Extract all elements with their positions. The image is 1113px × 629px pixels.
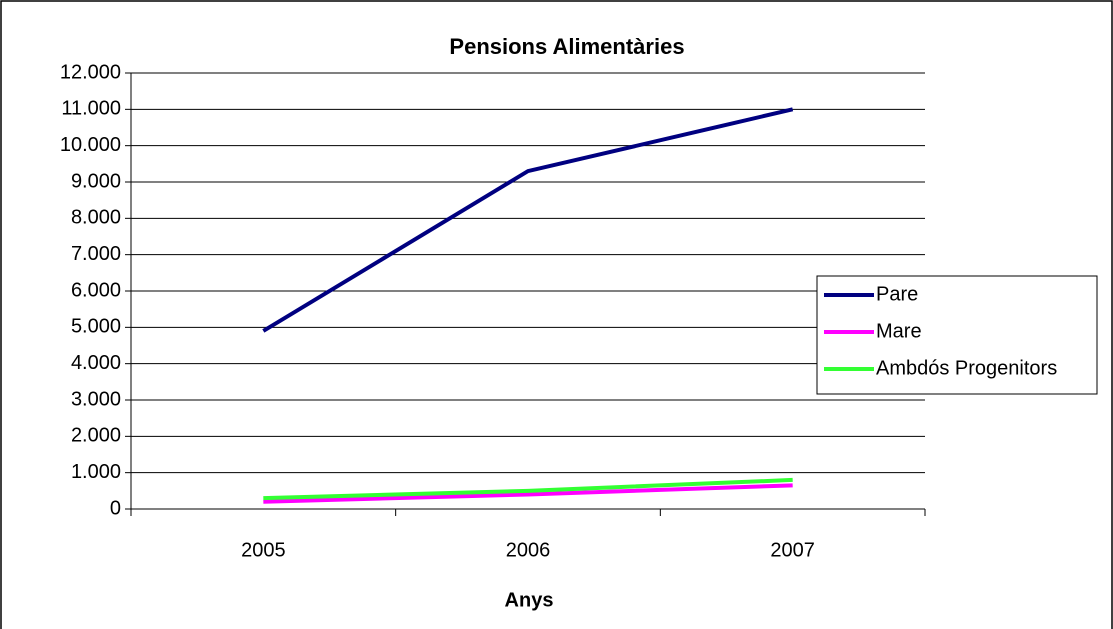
x-tick-label: 2007 [770, 539, 815, 561]
y-tick-label: 5.000 [71, 316, 121, 338]
x-tick-label: 2006 [506, 539, 551, 561]
legend-label: Pare [876, 283, 918, 305]
y-tick-label: 7.000 [71, 243, 121, 265]
y-tick-label: 1.000 [71, 461, 121, 483]
y-tick-label: 4.000 [71, 352, 121, 374]
y-tick-label: 9.000 [71, 170, 121, 192]
legend-label: Mare [876, 320, 922, 342]
y-tick-label: 11.000 [61, 98, 121, 120]
series-line [263, 477, 793, 501]
y-tick-label: 12.000 [60, 61, 121, 83]
legend-label: Ambdós Progenitors [876, 357, 1057, 379]
y-tick-label: 0 [110, 497, 121, 519]
y-tick-label: 2.000 [71, 425, 121, 447]
series-line [263, 483, 793, 504]
y-tick-label: 10.000 [60, 134, 121, 156]
y-tick-label: 3.000 [71, 388, 121, 410]
chart-title: Pensions Alimentàries [449, 34, 684, 59]
x-axis-title: Anys [505, 589, 554, 611]
series-line [262, 107, 794, 333]
y-tick-label: 6.000 [71, 279, 121, 301]
x-tick-label: 2005 [241, 539, 286, 561]
y-tick-label: 8.000 [71, 207, 121, 229]
